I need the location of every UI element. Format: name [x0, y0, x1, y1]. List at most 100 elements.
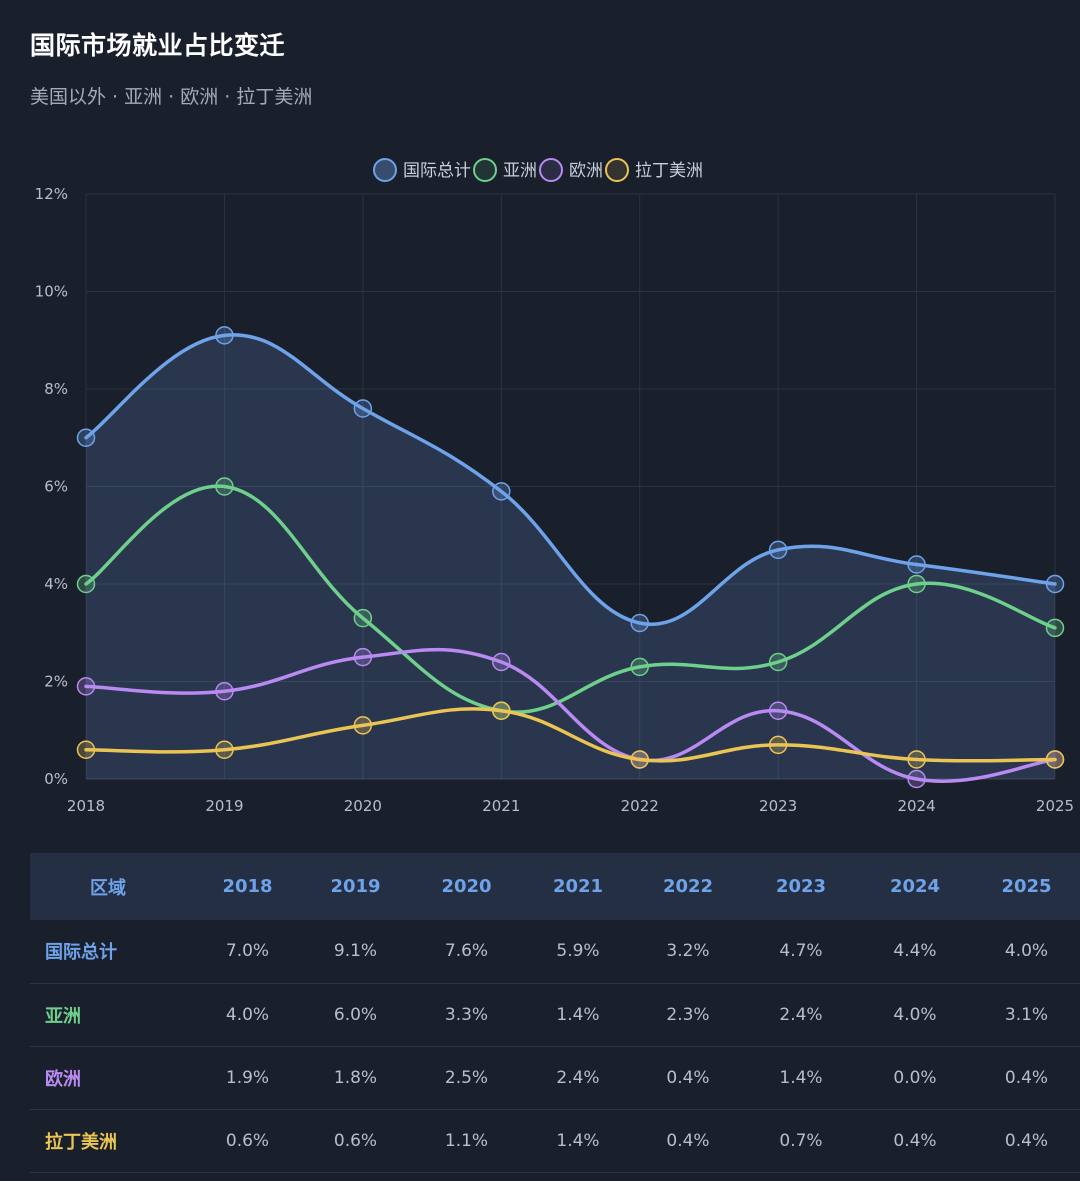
page-title: 国际市场就业占比变迁	[30, 31, 286, 60]
data-point[interactable]	[215, 682, 234, 701]
table-cell-region: 国际总计	[45, 942, 117, 964]
data-point[interactable]	[1045, 574, 1065, 594]
series-line-0	[84, 333, 1057, 627]
table-cell-value: 2.4%	[779, 1004, 823, 1025]
table-header-year: 2018	[222, 876, 273, 897]
table-cell-value: 0.4%	[666, 1067, 710, 1088]
series-group-1	[76, 477, 1065, 720]
table-header-year: 2022	[662, 876, 714, 897]
data-point[interactable]	[907, 555, 926, 574]
data-point[interactable]	[353, 647, 373, 667]
data-point[interactable]	[907, 750, 926, 769]
data-point[interactable]	[76, 574, 96, 594]
page-subtitle: 美国以外 · 亚洲 · 欧洲 · 拉丁美洲	[30, 86, 313, 108]
y-tick-label: 10%	[35, 283, 68, 301]
y-tick-label: 2%	[44, 673, 68, 691]
legend-item-1[interactable]: 亚洲	[473, 158, 537, 182]
x-tick-label: 2021	[482, 797, 520, 815]
x-axis: 2018 2019 2020 2021 2022 2023 2024 2025	[67, 778, 1074, 815]
data-point[interactable]	[768, 540, 788, 560]
data-point[interactable]	[353, 399, 373, 418]
legend-marker	[605, 158, 629, 182]
table-cell-value: 0.0%	[893, 1067, 937, 1088]
table-cell-value: 4.0%	[225, 1004, 270, 1025]
table-cell-value: 1.9%	[225, 1067, 270, 1088]
data-point[interactable]	[907, 769, 926, 789]
legend-label: 拉丁美洲	[635, 161, 703, 181]
table-cell-value: 0.4%	[666, 1130, 710, 1151]
data-point[interactable]	[215, 326, 234, 345]
x-tick-label: 2018	[67, 797, 105, 815]
table-row: 拉丁美洲 0.6% 0.6% 1.1% 1.4% 0.4% 0.7% 0.4% 0.4%	[30, 1109, 1080, 1172]
table-cell-value: 4.7%	[779, 941, 823, 962]
table-cell-value: 0.4%	[893, 1130, 937, 1151]
legend-item-0[interactable]: 国际总计	[373, 158, 471, 182]
table-cell-value: 0.7%	[779, 1130, 823, 1151]
line-chart: 国际总计 亚洲 欧洲 拉丁美洲 0%2%4%6%8%10%12% 2018 2019 20…	[35, 158, 1074, 815]
table-cell-value: 7.6%	[444, 941, 489, 962]
table-cell-value: 5.9%	[556, 941, 600, 962]
data-point[interactable]	[353, 608, 373, 628]
y-tick-label: 8%	[44, 380, 68, 398]
x-tick-label: 2024	[897, 797, 935, 815]
table-cell-value: 3.2%	[666, 941, 710, 962]
data-point[interactable]	[215, 477, 234, 496]
table-cell-value: 3.3%	[444, 1004, 489, 1025]
chart-legend[interactable]: 国际总计 亚洲 欧洲 拉丁美洲	[373, 158, 703, 182]
table-header-year: 2025	[1001, 876, 1052, 897]
legend-marker	[373, 158, 397, 182]
table-cell-region: 欧洲	[45, 1068, 81, 1090]
data-point[interactable]	[76, 428, 96, 447]
data-table-container: 区域 2018 2019 2020 2021 2022 2023 2024 2025 国际总计…	[30, 853, 1080, 1173]
table-row: 国际总计 7.0% 9.1% 7.6% 5.9% 3.2% 4.7% 4.4% 4.0%	[30, 920, 1080, 983]
data-point[interactable]	[630, 657, 649, 677]
data-point[interactable]	[768, 652, 788, 672]
data-point[interactable]	[215, 740, 234, 759]
y-tick-label: 6%	[44, 478, 68, 496]
data-point[interactable]	[1045, 750, 1065, 769]
y-axis: 0% 2% 4% 6% 8% 10% 12%	[35, 185, 68, 788]
table-cell-value: 1.4%	[556, 1004, 600, 1025]
table-cell-value: 1.4%	[556, 1130, 600, 1151]
table-cell-value: 0.4%	[1004, 1067, 1049, 1088]
y-tick-label: 0%	[44, 770, 68, 788]
data-point[interactable]	[492, 652, 511, 672]
legend-item-2[interactable]: 欧洲	[539, 158, 603, 182]
table-row: 亚洲 4.0% 6.0% 3.3% 1.4% 2.3% 2.4% 4.0% 3.1%	[30, 983, 1080, 1046]
series-group-0	[76, 326, 1065, 633]
series-area-0	[86, 334, 1055, 779]
data-point[interactable]	[492, 701, 511, 720]
table-cell-value: 4.4%	[893, 941, 937, 962]
data-point[interactable]	[1045, 618, 1065, 638]
chart-series	[76, 326, 1065, 789]
table-cell-value: 2.4%	[556, 1067, 600, 1088]
legend-label: 欧洲	[569, 161, 603, 181]
data-point[interactable]	[76, 677, 96, 696]
series-line-1	[84, 484, 1057, 714]
data-point[interactable]	[492, 482, 511, 501]
data-point[interactable]	[630, 750, 649, 769]
legend-item-3[interactable]: 拉丁美洲	[605, 158, 703, 182]
table-cell-value: 4.0%	[1004, 941, 1049, 962]
data-point[interactable]	[76, 740, 96, 759]
table-cell-value: 1.1%	[444, 1130, 489, 1151]
table-cell-value: 1.8%	[333, 1067, 378, 1088]
legend-label: 国际总计	[403, 161, 471, 181]
series-line-2	[84, 647, 1057, 783]
data-point[interactable]	[768, 735, 788, 755]
data-point[interactable]	[768, 701, 788, 720]
data-point[interactable]	[353, 716, 373, 735]
data-point[interactable]	[630, 613, 649, 633]
x-tick-label: 2022	[621, 797, 659, 815]
table-cell-region: 亚洲	[45, 1005, 81, 1027]
x-tick-label: 2020	[344, 797, 382, 815]
table-cell-value: 0.4%	[1004, 1130, 1049, 1151]
table-cell-value: 3.1%	[1004, 1004, 1049, 1025]
table-cell-value: 2.3%	[666, 1004, 710, 1025]
legend-marker	[539, 158, 563, 182]
data-table: 区域 2018 2019 2020 2021 2022 2023 2024 2025 国际总计…	[30, 853, 1080, 1173]
data-point[interactable]	[907, 574, 926, 594]
table-header-year: 2020	[441, 876, 492, 897]
table-cell-value: 6.0%	[333, 1004, 378, 1025]
table-header-region: 区域	[90, 877, 126, 899]
